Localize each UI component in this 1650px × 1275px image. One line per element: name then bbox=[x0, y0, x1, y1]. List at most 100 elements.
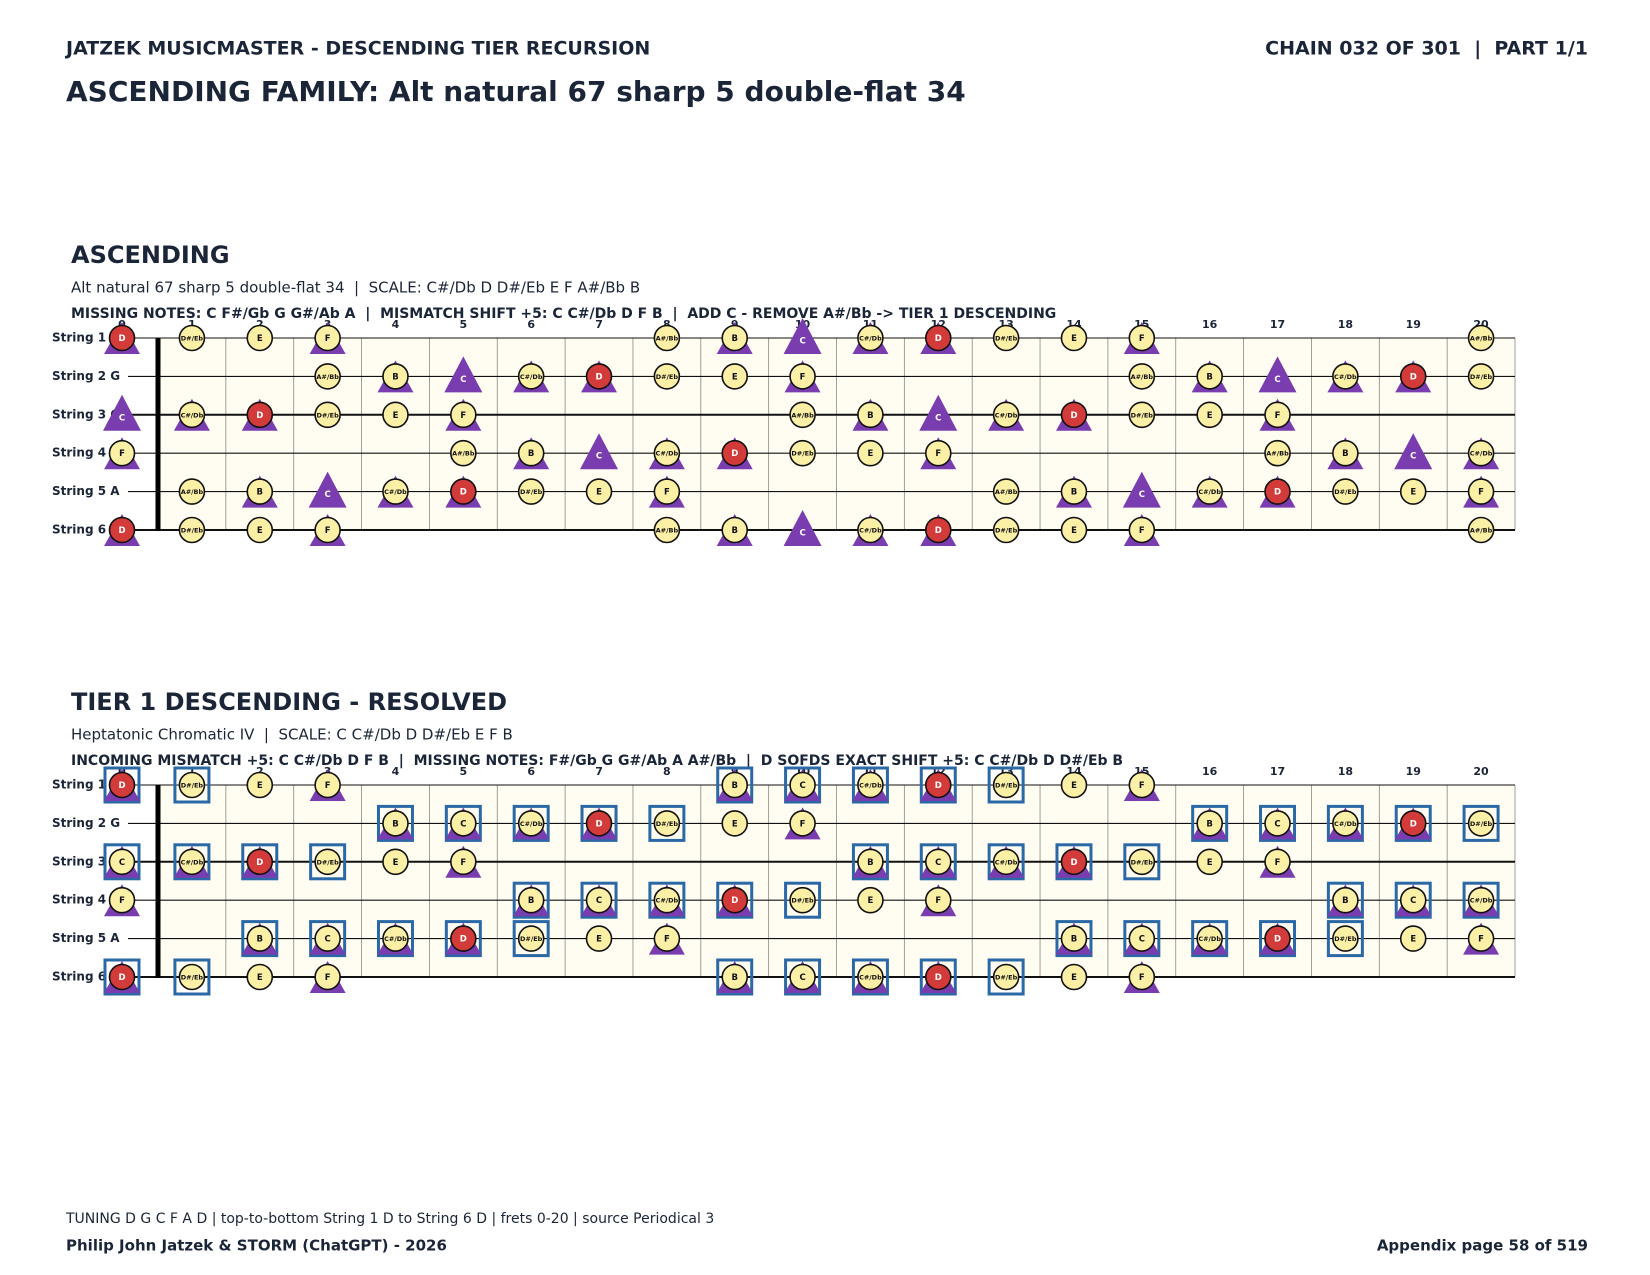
note-label: F bbox=[1139, 334, 1145, 344]
note-marker: C#/Db bbox=[1191, 920, 1229, 958]
note-circle bbox=[1467, 478, 1495, 505]
note-circle bbox=[1399, 925, 1427, 952]
note-circle bbox=[246, 324, 274, 352]
note-label: E bbox=[1410, 935, 1416, 945]
exact-shift-box bbox=[784, 766, 822, 804]
note-circle bbox=[1196, 363, 1223, 390]
exact-shift-box bbox=[1326, 881, 1364, 919]
note-marker: C bbox=[784, 958, 822, 996]
note-marker: C#/Db bbox=[987, 843, 1025, 881]
note-marker: C bbox=[103, 843, 141, 881]
note-label: A#/Bb bbox=[995, 488, 1018, 496]
exact-shift-box bbox=[716, 766, 754, 804]
note-circle bbox=[450, 439, 477, 467]
note-label: D bbox=[460, 488, 467, 498]
mismatch-triangle bbox=[783, 510, 822, 546]
note-circle bbox=[585, 886, 613, 914]
note-circle bbox=[1060, 324, 1088, 352]
note-marker: D#/Eb bbox=[173, 766, 211, 804]
note-marker: F bbox=[1123, 961, 1160, 993]
fret-number: 20 bbox=[1473, 765, 1489, 778]
note-label: C#/Db bbox=[1334, 820, 1357, 828]
note-label: C#/Db bbox=[1470, 450, 1493, 458]
note-circle bbox=[721, 810, 749, 837]
note-label: C#/Db bbox=[859, 974, 882, 982]
exact-shift-box bbox=[376, 804, 414, 842]
note-label: B bbox=[731, 781, 737, 791]
note-marker: A#/Bb bbox=[653, 516, 681, 544]
note-label: E bbox=[1410, 488, 1416, 498]
note-label: B bbox=[528, 449, 534, 459]
note-label: C#/Db bbox=[1470, 897, 1493, 905]
note-label: D#/Eb bbox=[520, 488, 543, 496]
mismatch-triangle bbox=[1394, 433, 1433, 470]
note-circle bbox=[1332, 478, 1359, 505]
note-marker: D#/Eb bbox=[1128, 401, 1156, 429]
mismatch-triangle bbox=[308, 471, 347, 508]
note-marker: D#/Eb bbox=[648, 804, 686, 842]
note-label: C#/Db bbox=[995, 411, 1018, 419]
note-label: C bbox=[1410, 452, 1416, 462]
note-circle bbox=[1196, 478, 1223, 505]
exact-shift-box bbox=[103, 843, 141, 881]
note-marker: A#/Bb bbox=[1467, 324, 1495, 352]
fret-number: 5 bbox=[459, 765, 467, 778]
note-label: F bbox=[664, 488, 670, 498]
note-circle bbox=[1264, 925, 1291, 952]
fret-number: 18 bbox=[1338, 765, 1353, 778]
note-circle bbox=[1060, 848, 1088, 876]
note-circle bbox=[653, 516, 681, 544]
note-label: E bbox=[393, 411, 399, 421]
note-label: A#/Bb bbox=[656, 335, 679, 343]
note-marker: C#/Db bbox=[513, 360, 550, 393]
note-marker: B bbox=[512, 881, 550, 919]
exact-shift-box bbox=[173, 843, 211, 881]
note-circle bbox=[178, 401, 206, 429]
note-label: C#/Db bbox=[520, 373, 543, 381]
string-label: String 6 D bbox=[52, 523, 120, 537]
note-circle bbox=[314, 401, 341, 429]
note-label: F bbox=[325, 973, 331, 983]
exact-shift-box bbox=[241, 843, 279, 881]
note-label: C bbox=[596, 896, 602, 906]
note-circle bbox=[1399, 810, 1427, 837]
note-label: E bbox=[868, 449, 874, 459]
note-circle bbox=[1467, 363, 1495, 390]
note-circle bbox=[314, 848, 341, 876]
note-circle bbox=[653, 363, 681, 390]
note-marker: D bbox=[104, 322, 140, 354]
note-label: B bbox=[731, 526, 737, 536]
note-marker: F bbox=[1463, 922, 1500, 955]
note-label: B bbox=[1071, 935, 1077, 945]
note-circle bbox=[314, 771, 341, 799]
fret-number: 1 bbox=[188, 318, 196, 331]
note-label: D bbox=[935, 526, 942, 536]
note-label: D bbox=[256, 858, 263, 868]
note-label: A#/Bb bbox=[1131, 373, 1154, 381]
note-circle bbox=[857, 963, 884, 991]
note-label: B bbox=[528, 896, 534, 906]
note-circle bbox=[1196, 848, 1223, 876]
note-marker: C bbox=[444, 804, 482, 842]
note-label: A#/Bb bbox=[656, 527, 679, 535]
note-circle bbox=[314, 363, 341, 390]
fret-number: 6 bbox=[527, 318, 535, 331]
mismatch-triangle bbox=[580, 433, 619, 470]
section-info: INCOMING MISMATCH +5: C C#/Db D F B | MI… bbox=[71, 753, 1123, 769]
note-marker: D bbox=[444, 920, 482, 958]
note-marker: C#/Db bbox=[852, 322, 889, 354]
note-circle bbox=[517, 478, 545, 505]
note-circle bbox=[108, 886, 136, 914]
note-label: C bbox=[1410, 896, 1416, 906]
note-label: D bbox=[935, 334, 942, 344]
note-label: D bbox=[935, 973, 942, 983]
note-marker: D bbox=[716, 437, 753, 470]
exact-shift-box bbox=[919, 843, 957, 881]
note-circle bbox=[1128, 771, 1156, 799]
footer-note: TUNING D G C F A D | top-to-bottom Strin… bbox=[65, 1211, 714, 1227]
fret-number: 19 bbox=[1406, 765, 1421, 778]
note-marker: C bbox=[444, 356, 483, 393]
note-circle bbox=[653, 886, 681, 914]
note-circle bbox=[382, 401, 409, 429]
note-marker: E bbox=[1399, 925, 1427, 952]
